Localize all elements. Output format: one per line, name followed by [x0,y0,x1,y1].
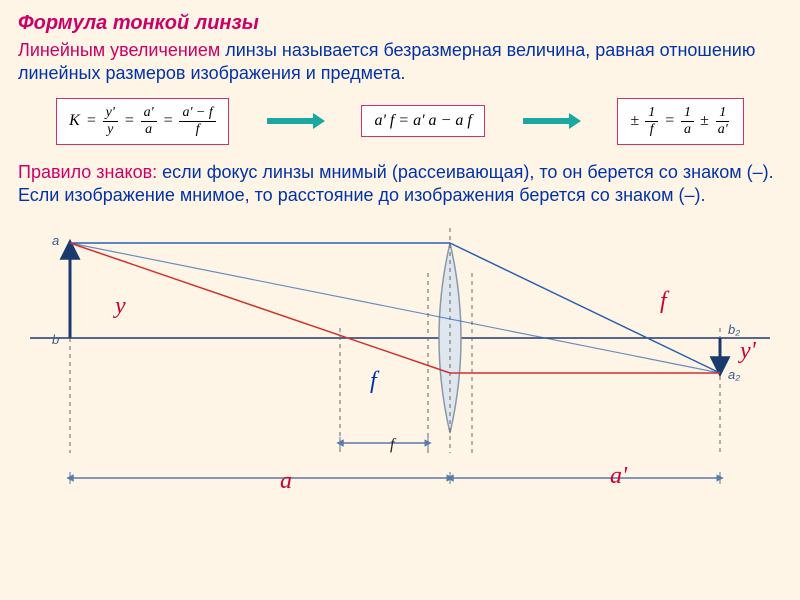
rule-paragraph: Правило знаков: если фокус линзы мнимый … [18,161,782,208]
diagram-label-f_bracket: f [390,436,394,454]
svg-text:b₂: b₂ [728,322,740,337]
eq: = [163,112,174,130]
rule-term: Правило знаков: [18,162,157,182]
eq: = [124,112,135,130]
title-text: Формула тонкой линзы [18,12,259,34]
eq: = [664,112,675,130]
lens-diagram: a b a₂ b₂ y f f y' a a' f [20,218,780,498]
arrow-icon [521,111,581,131]
diagram-label-y: y [115,293,126,320]
frac-y: y'y [103,105,118,138]
diagram-label-f_right: f [660,288,667,315]
frac-1ap: 1a' [715,105,731,138]
pm: ± [700,112,709,130]
eq: = [86,112,97,130]
pm: ± [630,112,639,130]
f1-K: K [69,112,80,130]
diagram-label-f_left: f [370,368,377,395]
arrow-icon [265,111,325,131]
svg-text:b: b [52,332,59,347]
page-title: Формула тонкой линзы [18,12,782,35]
intro-term: Линейным увеличением [18,40,220,60]
svg-text:a₂: a₂ [728,367,740,382]
diagram-label-a: a [280,468,292,495]
diagram-svg: a b a₂ b₂ [20,218,780,498]
frac-1f: 1f [645,105,658,138]
diagram-label-a_prime: a' [610,463,627,490]
formula-2: a' f = a' a − a f [361,105,484,137]
formula-row: K = y'y = a'a = a' − ff a' f = a' a − a … [18,98,782,145]
diagram-label-y_prime: y' [740,338,756,365]
formula-3: ± 1f = 1a ± 1a' [617,98,743,145]
formula-1: K = y'y = a'a = a' − ff [56,98,229,145]
frac-a: a'a [141,105,157,138]
frac-1a: 1a [681,105,694,138]
f2-text: a' f = a' a − a f [374,112,471,130]
frac-af: a' − ff [179,105,215,138]
intro-paragraph: Линейным увеличением линзы называется бе… [18,39,782,86]
svg-text:a: a [52,233,59,248]
